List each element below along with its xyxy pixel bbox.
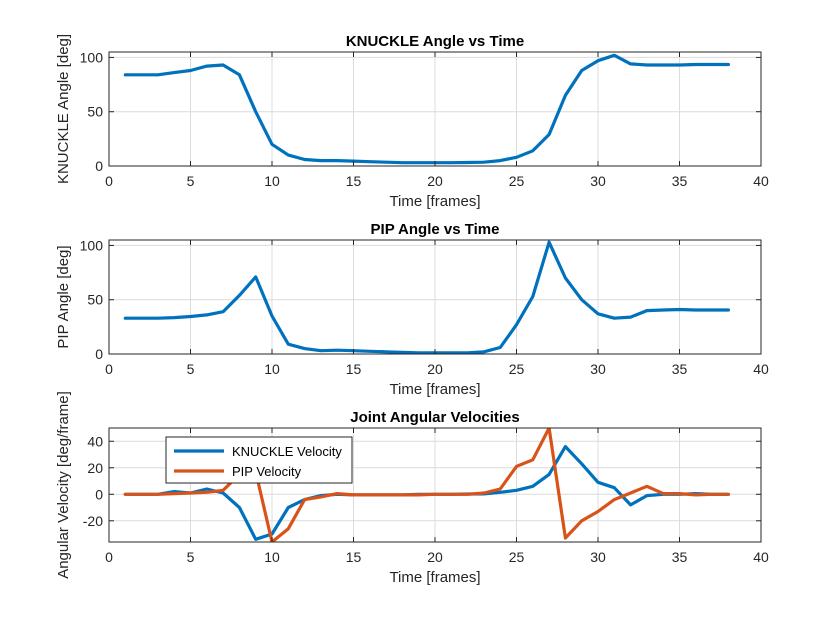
legend-entry: KNUCKLE Velocity xyxy=(232,444,342,459)
chart-title: KNUCKLE Angle vs Time xyxy=(346,33,524,50)
x-tick-label: 5 xyxy=(187,549,195,565)
x-tick-label: 5 xyxy=(187,173,195,189)
x-tick-label: 40 xyxy=(753,173,769,189)
x-tick-label: 20 xyxy=(427,361,443,377)
x-tick-label: 10 xyxy=(264,173,280,189)
x-tick-label: 20 xyxy=(427,173,443,189)
y-tick-label: 0 xyxy=(95,346,103,362)
series-line-1 xyxy=(123,53,731,165)
y-axis-label: PIP Angle [deg] xyxy=(55,245,72,348)
series-line-1 xyxy=(123,240,731,354)
x-tick-label: 0 xyxy=(105,361,113,377)
legend: KNUCKLE Velocity PIP Velocity xyxy=(165,436,353,484)
x-tick-label: 40 xyxy=(753,549,769,565)
x-tick-label: 0 xyxy=(105,173,113,189)
y-tick-label: 100 xyxy=(80,49,104,65)
x-tick-label: 10 xyxy=(264,361,280,377)
chart-title: Joint Angular Velocities xyxy=(350,409,519,426)
x-tick-label: 35 xyxy=(672,361,688,377)
x-tick-label: 10 xyxy=(264,549,280,565)
legend-box xyxy=(165,436,353,484)
y-axis-label: Angular Velocity [deg/frame] xyxy=(55,391,72,579)
y-tick-label: 50 xyxy=(87,292,103,308)
subplot-3: 0 5 10 15 20 25 30 35 40 -20 0 20 40 Joint Angular Ve… xyxy=(55,391,769,586)
x-tick-label: 20 xyxy=(427,549,443,565)
x-axis-label: Time [frames] xyxy=(389,193,480,210)
x-tick-label: 0 xyxy=(105,549,113,565)
x-tick-label: 30 xyxy=(590,173,606,189)
y-tick-label: 50 xyxy=(87,104,103,120)
x-axis-label: Time [frames] xyxy=(389,381,480,398)
subplot-2: 0 5 10 15 20 25 30 35 40 0 50 100 PIP Angle vs Time T… xyxy=(55,221,769,398)
legend-entry: PIP Velocity xyxy=(232,464,302,479)
x-tick-label: 30 xyxy=(590,549,606,565)
y-tick-label: 40 xyxy=(87,433,103,449)
x-tick-label: 5 xyxy=(187,361,195,377)
subplot-1: 0 5 10 15 20 25 30 35 40 0 50 100 KNUCKLE Angle vs T… xyxy=(55,33,769,210)
x-tick-label: 15 xyxy=(346,361,362,377)
x-tick-label: 35 xyxy=(672,173,688,189)
x-tick-label: 15 xyxy=(346,173,362,189)
x-tick-label: 30 xyxy=(590,361,606,377)
x-tick-label: 15 xyxy=(346,549,362,565)
y-tick-label: 100 xyxy=(80,237,104,253)
y-tick-label: 20 xyxy=(87,460,103,476)
y-axis-label: KNUCKLE Angle [deg] xyxy=(55,34,72,184)
x-tick-label: 40 xyxy=(753,361,769,377)
series-line-2 xyxy=(123,428,731,542)
x-tick-label: 35 xyxy=(672,549,688,565)
y-tick-label: -20 xyxy=(83,513,103,529)
y-tick-label: 0 xyxy=(95,486,103,502)
x-tick-label: 25 xyxy=(509,173,525,189)
x-tick-label: 25 xyxy=(509,549,525,565)
x-tick-label: 25 xyxy=(509,361,525,377)
x-axis-label: Time [frames] xyxy=(389,569,480,586)
chart-title: PIP Angle vs Time xyxy=(371,221,500,238)
y-tick-label: 0 xyxy=(95,158,103,174)
